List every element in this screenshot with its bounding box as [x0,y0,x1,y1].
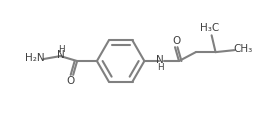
Text: CH₃: CH₃ [234,44,253,54]
Text: H: H [157,64,164,72]
Text: H: H [58,45,65,54]
Text: H₂N: H₂N [25,53,44,63]
Text: O: O [66,76,74,86]
Text: N: N [57,50,65,60]
Text: N: N [156,55,164,65]
Text: O: O [172,36,180,46]
Text: H₃C: H₃C [200,23,219,33]
